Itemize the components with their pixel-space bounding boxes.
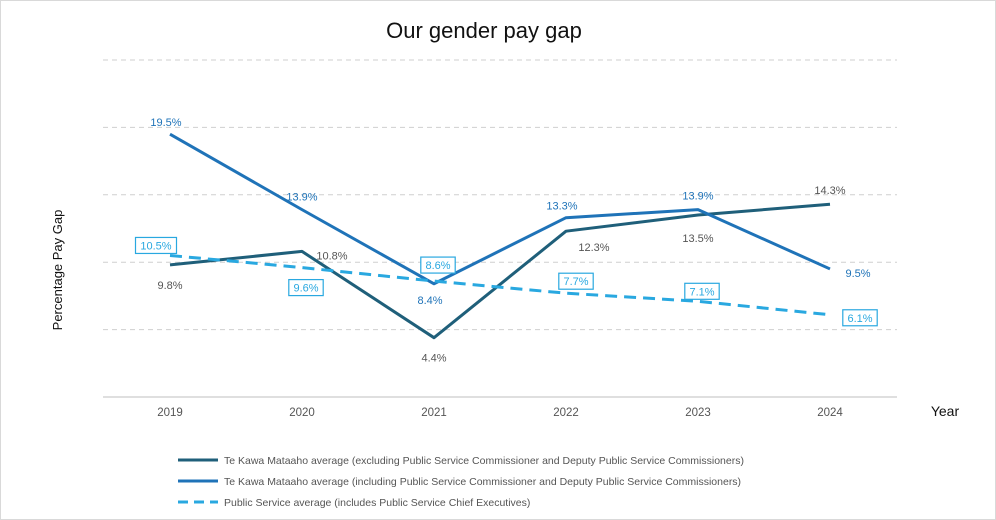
data-label: 4.4% — [421, 353, 446, 365]
data-label: 19.5% — [150, 117, 181, 129]
x-axis: 2019 2020 2021 2022 2023 2024 — [103, 396, 897, 419]
x-tick-label-2023: 2023 — [685, 407, 711, 419]
data-label: 9.6% — [293, 283, 318, 295]
legend-label-1: Te Kawa Mataaho average (excluding Publi… — [224, 455, 744, 467]
data-label-box — [558, 272, 594, 290]
gridlines — [103, 59, 897, 331]
data-label: 8.4% — [417, 295, 442, 307]
x-tick-label-2019: 2019 — [157, 407, 183, 419]
x-tick-label-2024: 2024 — [817, 407, 843, 419]
legend-label-2: Te Kawa Mataaho average (including Publi… — [224, 476, 741, 488]
x-tick-label-2021: 2021 — [421, 407, 447, 419]
y-axis-label: Percentage Pay Gap — [50, 210, 65, 331]
data-label: 10.8% — [316, 250, 347, 262]
data-label: 12.3% — [578, 242, 609, 254]
series-line-3 — [169, 253, 831, 317]
series-lines — [169, 132, 831, 340]
chart-title: Our gender pay gap — [386, 18, 582, 43]
data-label-box — [420, 256, 456, 274]
x-tick-label-2020: 2020 — [289, 407, 315, 419]
data-label: 13.9% — [286, 192, 317, 204]
data-label: 8.6% — [425, 260, 450, 272]
data-label: 10.5% — [140, 240, 171, 252]
data-label: 13.9% — [682, 191, 713, 203]
series-line-2 — [169, 132, 831, 286]
data-label: 7.1% — [689, 286, 714, 298]
legend-label-3: Public Service average (includes Public … — [224, 497, 530, 509]
data-label-box — [134, 236, 178, 255]
data-label-box — [684, 282, 720, 300]
data-label: 13.5% — [682, 233, 713, 245]
data-label: 9.8% — [157, 280, 182, 292]
data-label: 14.3% — [814, 185, 845, 197]
data-label: 7.7% — [563, 276, 588, 288]
legend: Te Kawa Mataaho average (excluding Publi… — [178, 455, 744, 509]
data-label: 9.5% — [845, 268, 870, 280]
data-label: 13.3% — [546, 201, 577, 213]
x-tick-label-2022: 2022 — [553, 407, 579, 419]
data-label: 6.1% — [847, 313, 872, 325]
data-label-box — [288, 278, 324, 297]
data-labels: 9.8% 10.8% 4.4% 12.3% 13.5% 14.3% 19.5% 13.9% 8.… — [134, 117, 878, 365]
data-label-box — [842, 309, 878, 327]
x-axis-label: Year — [931, 403, 960, 419]
series-line-1 — [169, 202, 831, 340]
